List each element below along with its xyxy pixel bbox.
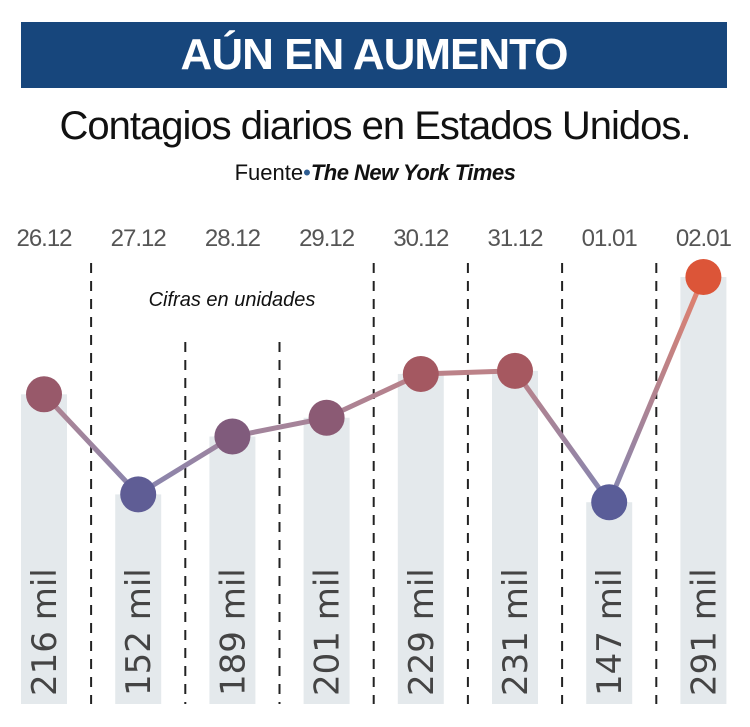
data-label: 216 mil [25, 568, 65, 696]
series-line-segment [606, 276, 706, 504]
data-point [26, 376, 62, 413]
x-tick-label: 31.12 [487, 225, 543, 252]
bar [492, 370, 538, 704]
bar [115, 494, 162, 704]
series-line-segment [512, 369, 612, 504]
bar [680, 277, 727, 704]
x-tick-label: 30.12 [393, 225, 449, 252]
data-label: 229 mil [402, 568, 442, 696]
data-label: 152 mil [119, 568, 159, 696]
data-label: 189 mil [213, 568, 253, 696]
bar [21, 394, 67, 704]
bar [209, 436, 256, 704]
bar [397, 373, 444, 704]
x-tick-label: 02.01 [676, 225, 732, 252]
x-tick-label: 26.12 [16, 225, 72, 252]
data-point [497, 352, 533, 389]
data-point [402, 355, 439, 392]
x-tick-label: 28.12 [205, 225, 261, 252]
series-line-segment [136, 434, 234, 497]
source-name: The New York Times [310, 160, 516, 185]
source-line: Fuente•The New York Times [0, 160, 750, 186]
data-label: 231 mil [496, 568, 536, 696]
title: AÚN EN AUMENTO [180, 30, 569, 79]
data-label: 291 mil [684, 568, 724, 696]
source-separator: • [303, 160, 311, 185]
data-point [308, 399, 345, 436]
series-line-segment [42, 392, 141, 497]
x-tick-label: 01.01 [582, 225, 638, 252]
data-point [214, 418, 251, 455]
bar [303, 417, 350, 704]
subtitle: Contagios diarios en Estados Unidos. [59, 104, 691, 148]
data-point [685, 259, 722, 295]
title-banner: AÚN EN AUMENTO [21, 22, 727, 88]
bar [586, 502, 633, 704]
data-point [120, 476, 157, 513]
data-point [591, 484, 628, 521]
source-label: Fuente [234, 160, 304, 185]
chart-note: Cifras en unidades [149, 289, 316, 311]
x-tick-label: 27.12 [111, 225, 167, 252]
data-label: 201 mil [308, 568, 348, 696]
x-tick-label: 29.12 [299, 225, 355, 252]
data-label: 147 mil [590, 568, 630, 696]
